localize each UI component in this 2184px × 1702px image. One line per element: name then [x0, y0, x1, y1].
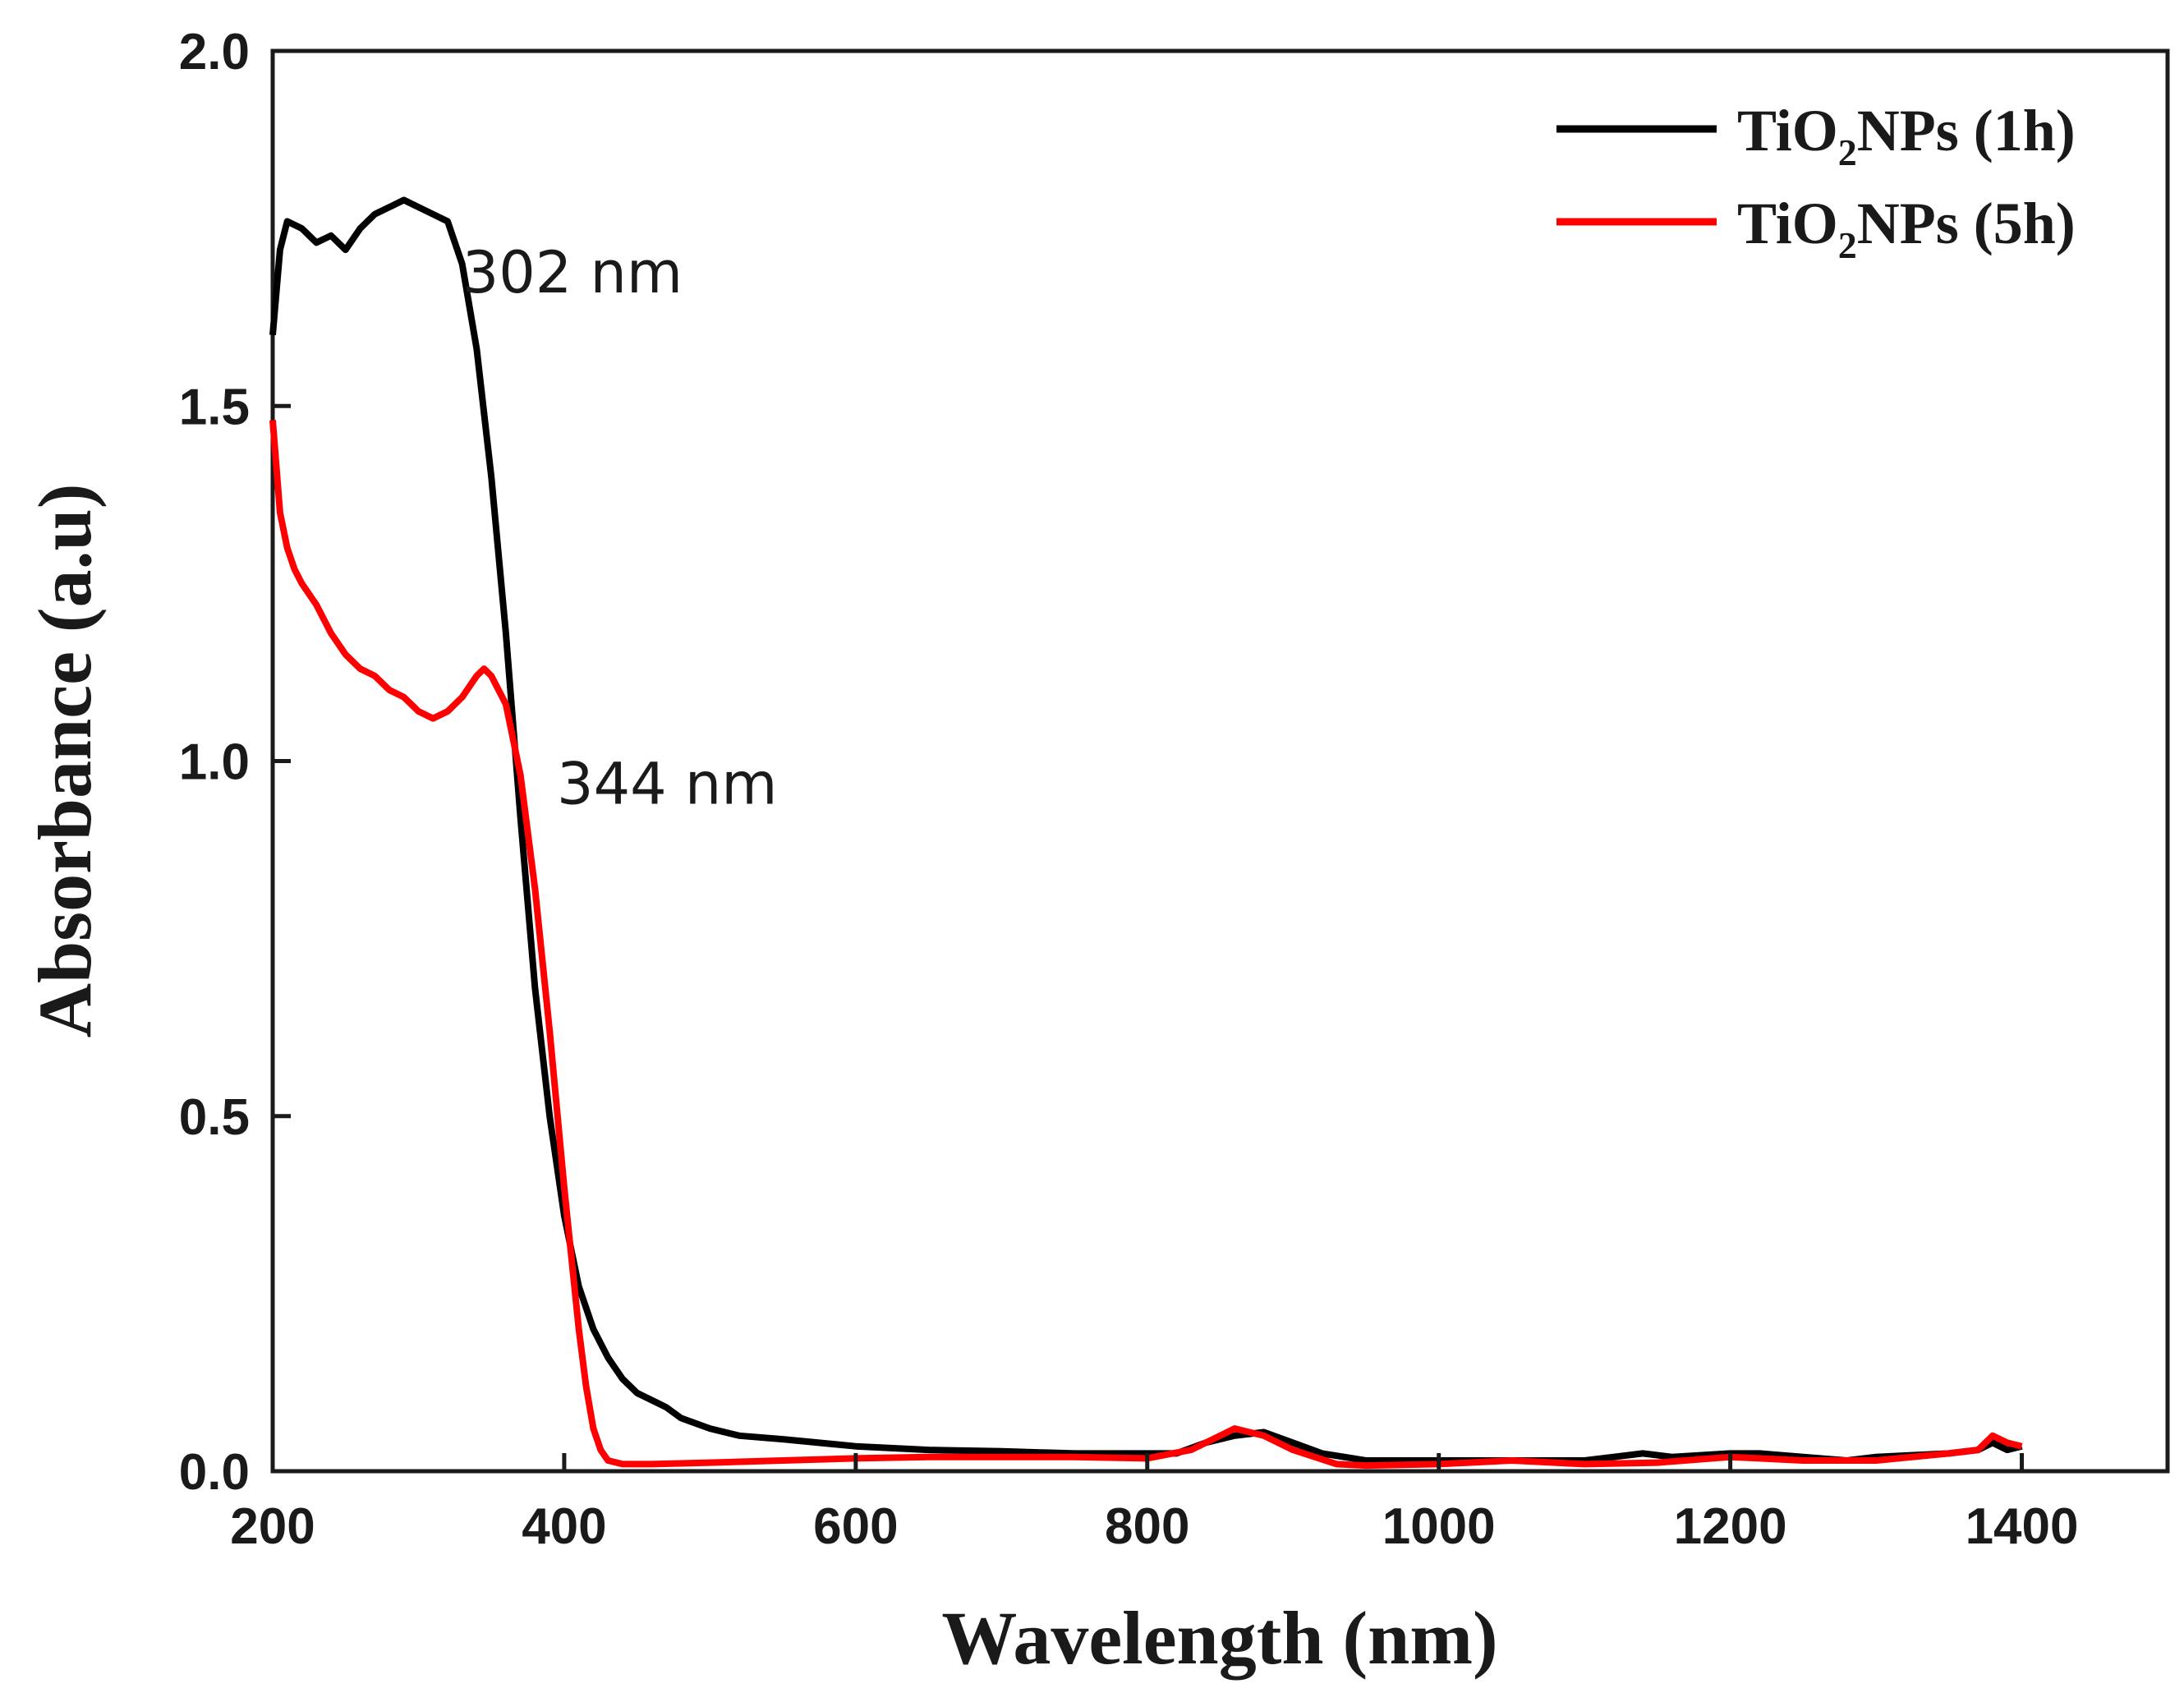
y-tick-label: 0.0	[179, 1444, 250, 1501]
x-axis-title: Wavelength (nm)	[941, 1596, 1497, 1680]
legend-label-1h: TiO2NPs (1h)	[1737, 98, 2076, 173]
y-tick-label: 2.0	[179, 24, 250, 80]
peak-annotation: 344 nm	[557, 750, 777, 817]
annotation-layer: 302 nm 344 nm	[462, 239, 778, 817]
series-line-1	[269, 196, 2023, 1464]
x-tick-label: 1200	[1674, 1498, 1787, 1555]
legend-label-5h: TiO2NPs (5h)	[1737, 191, 2076, 266]
y-tick-label: 1.0	[179, 734, 250, 791]
x-tick-label: 800	[1105, 1498, 1189, 1555]
y-axis-title: Absorbance (a.u)	[23, 484, 107, 1038]
y-tick-label: 0.5	[179, 1089, 250, 1146]
y-tick-label: 1.5	[179, 379, 250, 435]
series-layer	[269, 196, 2023, 1470]
peak-annotation: 302 nm	[462, 239, 683, 306]
series-line-2	[269, 420, 2023, 1470]
x-tick-label: 1400	[1966, 1498, 2079, 1555]
tick-layer: 200 400 600 800 1000 1200 1400 0.0 0.5 1.0 1.5 2.0	[179, 24, 2079, 1555]
x-tick-label: 600	[813, 1498, 898, 1555]
legend: TiO2NPs (1h) TiO2NPs (5h)	[1556, 98, 2076, 266]
x-tick-label: 200	[230, 1498, 315, 1555]
x-tick-label: 400	[522, 1498, 606, 1555]
x-tick-label: 1000	[1382, 1498, 1496, 1555]
